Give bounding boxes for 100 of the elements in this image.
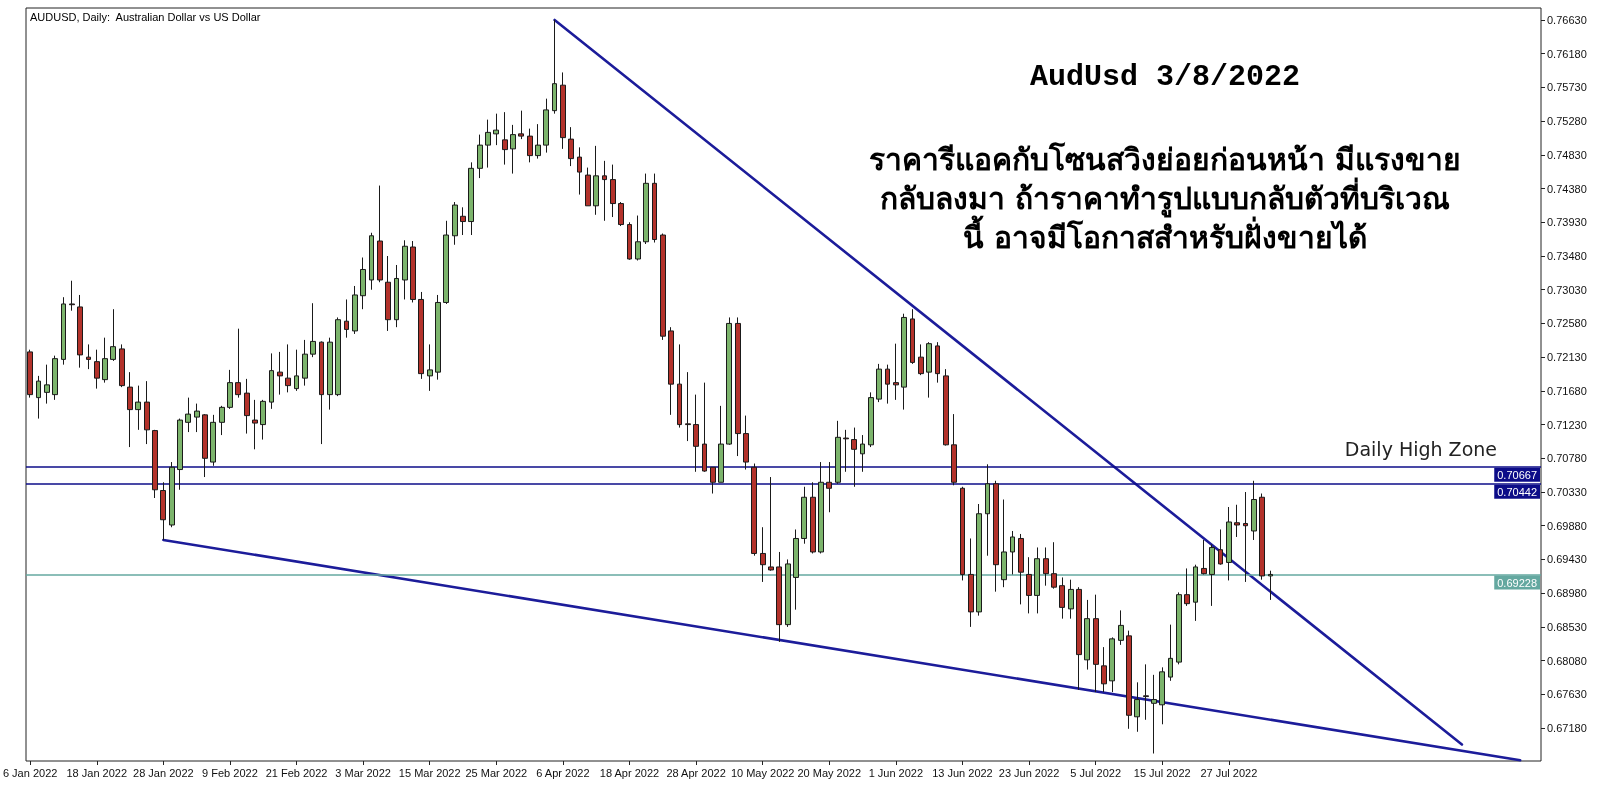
candlestick (1251, 480, 1257, 541)
candlestick (1093, 594, 1099, 693)
candlestick (518, 110, 524, 140)
candlestick (1151, 674, 1157, 755)
x-tick-label: 28 Apr 2022 (666, 766, 726, 779)
candlestick (77, 294, 83, 369)
candlestick (826, 461, 832, 513)
y-tick-label: 0.76180 (1547, 47, 1587, 60)
y-tick-label: 0.73030 (1547, 283, 1587, 296)
candlestick (818, 461, 824, 554)
x-tick-label: 23 Jun 2022 (998, 766, 1060, 779)
candlestick (668, 326, 674, 416)
ref-line-label: 0.70442 (1497, 486, 1537, 499)
y-tick-label: 0.71230 (1547, 418, 1587, 431)
x-tick-label: 20 May 2022 (797, 766, 862, 779)
candlestick (485, 119, 491, 169)
candlestick (285, 343, 291, 393)
candlestick (685, 371, 691, 442)
candlestick (127, 371, 133, 448)
candlestick (627, 221, 632, 261)
x-tick-label: 13 Jun 2022 (932, 766, 993, 779)
candlestick (510, 124, 516, 175)
x-tick-label: 18 Apr 2022 (599, 766, 660, 779)
candlestick (86, 343, 91, 370)
candlestick (269, 352, 274, 410)
candlestick (385, 255, 391, 332)
candlestick (502, 111, 508, 166)
candlestick (1193, 564, 1198, 622)
annotation: Daily High Zone (1344, 437, 1497, 460)
candlestick (560, 71, 566, 150)
candlestick (1134, 681, 1140, 733)
candlestick (585, 167, 591, 207)
candlestick (1076, 586, 1082, 691)
candlestick (119, 343, 125, 388)
candlestick (110, 308, 116, 362)
y-tick-label: 0.73930 (1547, 216, 1587, 229)
candlestick (751, 463, 757, 557)
candlestick (335, 316, 341, 397)
y-tick-label: 0.72580 (1547, 317, 1587, 330)
candlestick (1084, 599, 1090, 671)
candlestick (910, 308, 915, 365)
y-tick-label: 0.70330 (1547, 486, 1587, 499)
x-tick-label: 15 Mar 2022 (398, 766, 461, 779)
candlestick (593, 145, 599, 216)
candlestick (1268, 570, 1273, 601)
candlestick (1218, 528, 1223, 566)
candlestick (1018, 533, 1024, 605)
candlestick (768, 476, 774, 572)
candlestick (1043, 546, 1049, 587)
candlestick (94, 349, 100, 390)
y-tick-label: 0.68980 (1547, 587, 1587, 600)
candlestick (785, 558, 791, 628)
candlestick (460, 206, 466, 236)
candlestick (743, 415, 749, 471)
candlestick (202, 413, 208, 478)
candlestick (577, 146, 582, 196)
candlestick (693, 394, 699, 473)
y-tick-label: 0.70780 (1547, 452, 1587, 465)
candlestick (177, 418, 183, 491)
candlestick (294, 349, 299, 392)
candlestick (885, 364, 890, 405)
x-tick-label: 6 Jan 2022 (2, 766, 58, 779)
candlestick (227, 369, 233, 410)
candlestick (152, 429, 158, 499)
candlestick (835, 420, 841, 485)
candlestick (493, 113, 499, 146)
candlestick (568, 126, 574, 167)
candlestick (543, 98, 549, 154)
candlestick (868, 391, 874, 448)
candlestick (52, 355, 58, 401)
candlestick (552, 19, 557, 115)
candlestick (394, 264, 399, 328)
candlestick (1126, 630, 1132, 730)
y-tick-label: 0.67180 (1547, 722, 1587, 735)
candlestick (1059, 576, 1065, 620)
y-tick-label: 0.72130 (1547, 351, 1587, 364)
candlestick (1010, 530, 1015, 575)
candlestick (652, 173, 657, 244)
candlestick (1168, 624, 1173, 682)
candlestick (443, 220, 449, 305)
candlestick (660, 233, 666, 341)
candlestick (402, 239, 408, 300)
candlestick (602, 160, 607, 222)
candlestick (893, 343, 899, 401)
candlestick (344, 298, 349, 339)
candlestick (135, 385, 141, 431)
candlestick (710, 466, 716, 495)
candlestick (169, 461, 175, 528)
candlestick (1034, 546, 1040, 614)
candlestick (185, 397, 191, 433)
candlestick (776, 551, 782, 643)
candlestick (960, 486, 965, 581)
text: ราคารีแอคกับโซนสวิงย่อยก่อนหน้า มีแรงขาย กลับลงมา ถ้าราคาทำรูปแบบกลับตัวที่บริเวณ นี้ อาจมีโอกาสสำหรับฝั่งขายได้ (868, 141, 1462, 255)
candlestick (452, 201, 458, 246)
candlestick (1159, 666, 1165, 725)
candlestick (618, 201, 624, 227)
y-tick-label: 0.75280 (1547, 115, 1587, 128)
x-tick-label: 3 Mar 2022 (335, 766, 391, 779)
candlestick (1143, 663, 1149, 721)
candlestick (260, 399, 266, 441)
